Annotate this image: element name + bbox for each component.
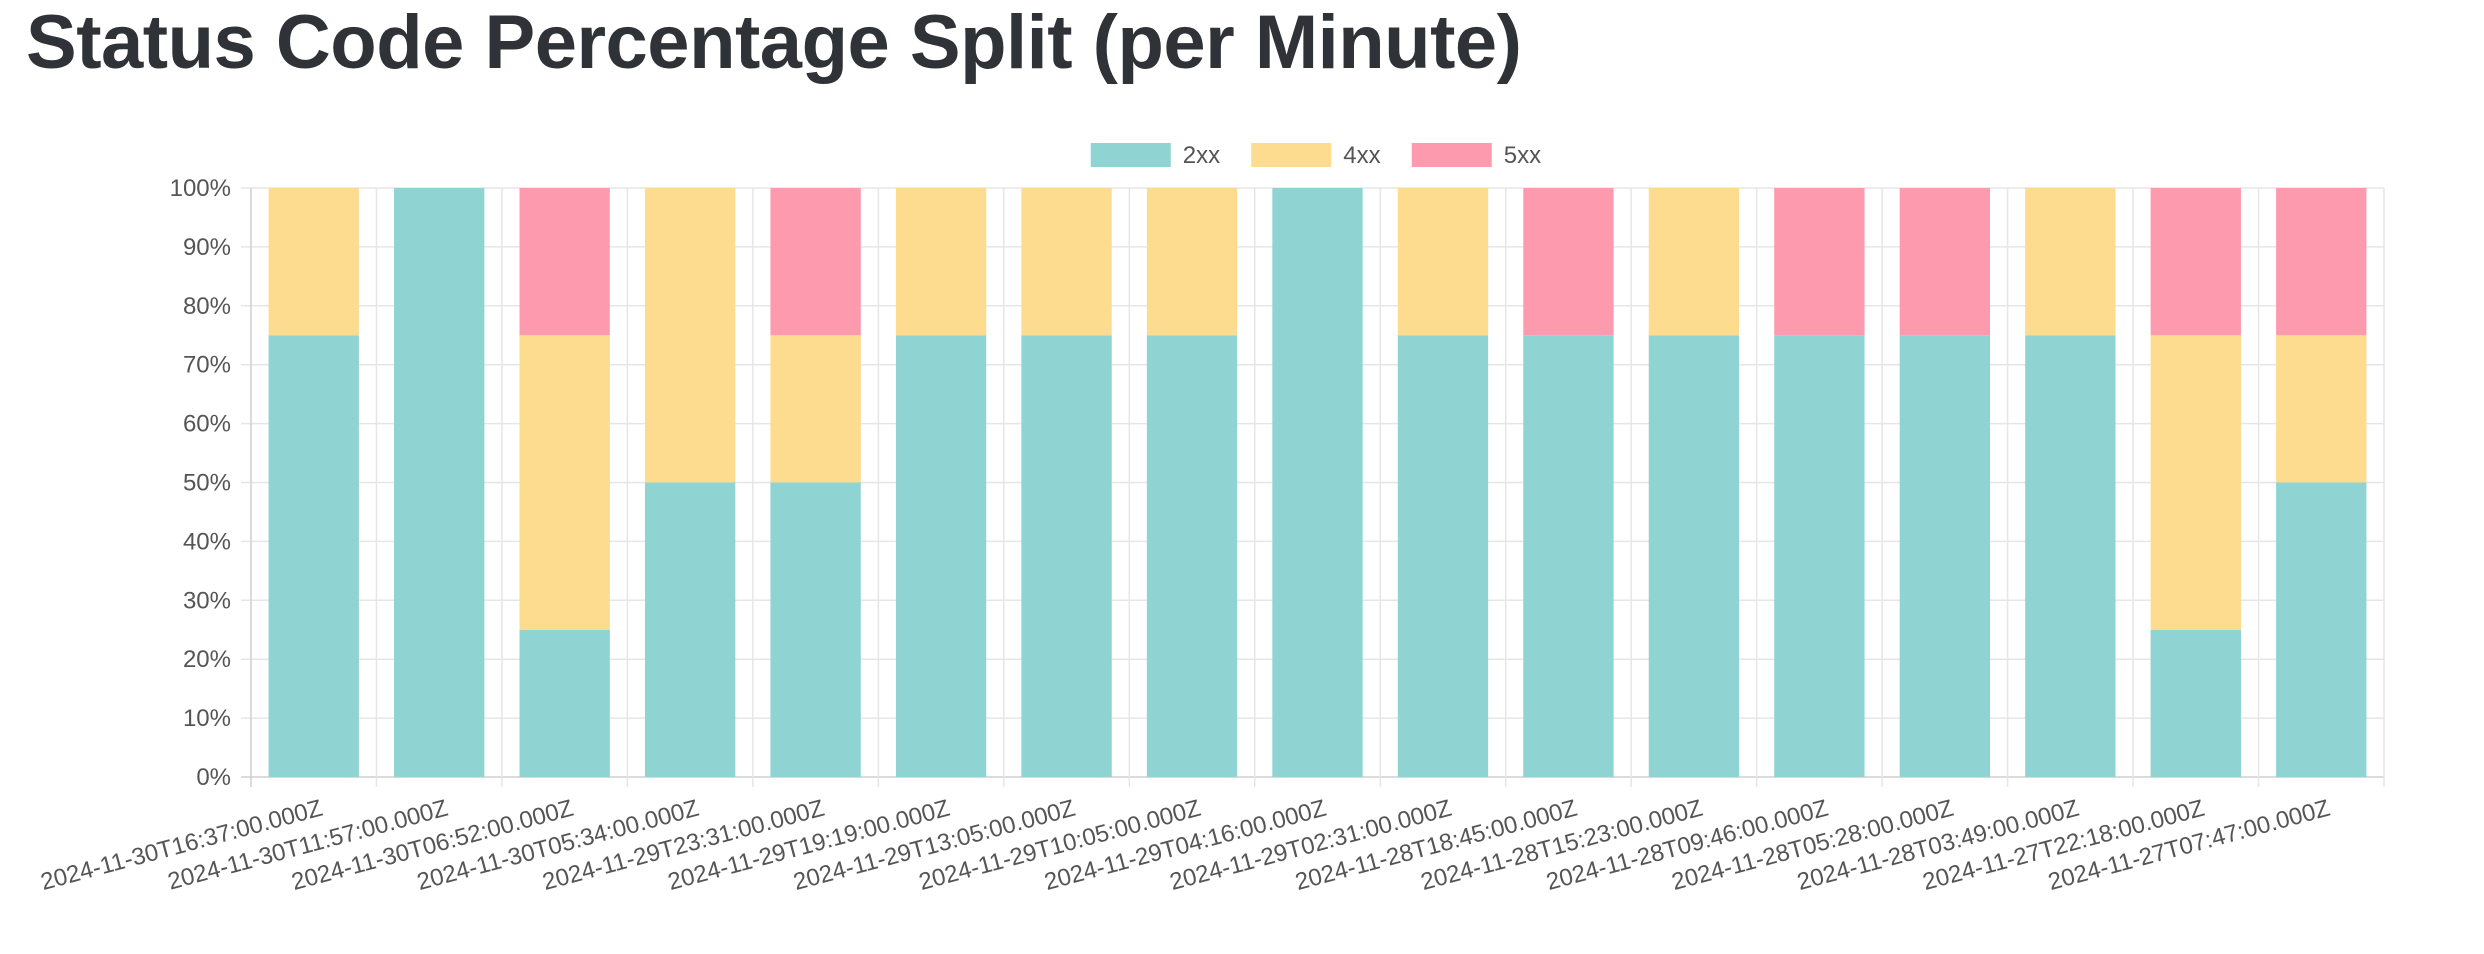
bar-segment-2xx[interactable] [1899, 335, 1991, 777]
bar-segment-2xx[interactable] [394, 188, 485, 777]
y-tick-label: 30% [183, 587, 231, 614]
bar-segment-4xx[interactable] [2025, 188, 2116, 336]
bar-segment-4xx[interactable] [644, 188, 736, 483]
legend-item-2xx[interactable]: 2xx [1090, 142, 1220, 169]
legend-swatch [1090, 143, 1171, 167]
bar-segment-4xx[interactable] [2276, 335, 2367, 483]
legend-swatch [1411, 143, 1492, 167]
bar-segment-4xx[interactable] [268, 188, 359, 336]
legend-label: 5xx [1504, 142, 1541, 169]
bar-segment-2xx[interactable] [770, 482, 861, 778]
legend-label: 4xx [1343, 142, 1380, 169]
bar-segment-4xx[interactable] [1021, 188, 1112, 336]
bar-segment-2xx[interactable] [1021, 335, 1112, 777]
legend-item-4xx[interactable]: 4xx [1251, 142, 1381, 169]
bar-segment-2xx[interactable] [1397, 335, 1489, 777]
y-tick-label: 90% [183, 234, 231, 261]
bar-segment-2xx[interactable] [1272, 188, 1363, 777]
legend-label: 2xx [1183, 142, 1220, 169]
page-title: Status Code Percentage Split (per Minute… [26, 0, 1522, 85]
bar-segment-5xx[interactable] [1899, 188, 1991, 336]
bar-segment-5xx[interactable] [770, 188, 861, 336]
bar-segment-4xx[interactable] [1146, 188, 1238, 336]
bar-segment-2xx[interactable] [2025, 335, 2116, 777]
bar-segment-5xx[interactable] [2276, 188, 2367, 336]
bar-segment-2xx[interactable] [895, 335, 987, 777]
y-tick-label: 100% [170, 175, 231, 202]
legend-item-5xx[interactable]: 5xx [1411, 142, 1541, 169]
y-tick-label: 0% [196, 764, 231, 791]
bar-segment-4xx[interactable] [2150, 335, 2241, 630]
legend: 2xx 4xx 5xx [1090, 142, 1541, 169]
y-tick-label: 10% [183, 705, 231, 732]
bar-segment-5xx[interactable] [2150, 188, 2241, 336]
y-tick-label: 80% [183, 293, 231, 320]
bar-segment-2xx[interactable] [1774, 335, 1865, 777]
bar-segment-4xx[interactable] [770, 335, 861, 483]
bar-segment-2xx[interactable] [2150, 629, 2241, 777]
y-tick-label: 40% [183, 528, 231, 555]
bar-segment-4xx[interactable] [1648, 188, 1740, 336]
bar-segment-5xx[interactable] [1523, 188, 1614, 336]
bar-segment-4xx[interactable] [1397, 188, 1489, 336]
y-tick-label: 20% [183, 646, 231, 673]
bar-segment-2xx[interactable] [2276, 482, 2367, 778]
bar-segment-2xx[interactable] [1146, 335, 1238, 777]
bar-segment-2xx[interactable] [1523, 335, 1614, 777]
bar-segment-4xx[interactable] [519, 335, 610, 630]
bar-segment-5xx[interactable] [519, 188, 610, 336]
y-tick-label: 70% [183, 352, 231, 379]
bar-layer [268, 188, 2367, 778]
bar-segment-2xx[interactable] [1648, 335, 1740, 777]
legend-swatch [1251, 143, 1332, 167]
y-tick-label: 60% [183, 411, 231, 438]
bar-segment-2xx[interactable] [268, 335, 359, 777]
bar-segment-4xx[interactable] [895, 188, 987, 336]
y-tick-label: 50% [183, 470, 231, 497]
bar-segment-2xx[interactable] [644, 482, 736, 778]
bar-segment-2xx[interactable] [519, 629, 610, 777]
bar-segment-5xx[interactable] [1774, 188, 1865, 336]
